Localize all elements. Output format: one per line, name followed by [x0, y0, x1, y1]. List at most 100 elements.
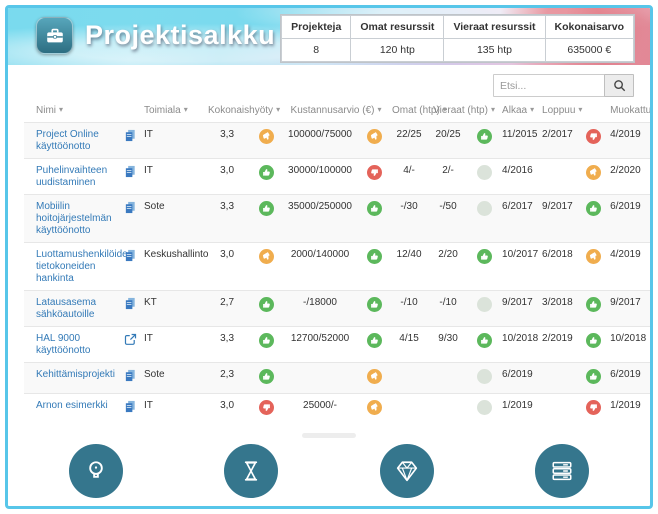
project-name-link[interactable]: Latausasema sähköautoille	[36, 297, 97, 320]
kustannus-status-icon	[366, 297, 382, 312]
hyoty-status-icon	[258, 201, 274, 216]
document-icon[interactable]	[118, 363, 142, 394]
muokattu-value: 10/2018	[610, 333, 647, 344]
alkaa-value: 1/2019	[502, 400, 533, 411]
table-row: Luottamushenkilöiden tietokoneiden hanki…	[24, 242, 650, 291]
aikataulu-status-icon	[585, 129, 601, 144]
action-card-aikanakyma[interactable]: Aikanäkymä Näytä projektit aikajanalla.	[485, 444, 641, 506]
vieraat-value	[428, 394, 468, 425]
toimiala-value: Sote	[144, 369, 165, 380]
stats-header: Omat resurssit	[350, 15, 445, 39]
table-row: Latausasema sähköautoille KT 2,7 -/18000…	[24, 290, 650, 327]
resurssit-status-icon	[476, 165, 492, 180]
omat-value: 4/-	[403, 165, 415, 176]
stats-value-total: 635000 €	[544, 38, 635, 62]
document-icon[interactable]	[118, 394, 142, 425]
stats-header: Kokonaisarvo	[544, 15, 635, 39]
vieraat-value	[428, 363, 468, 394]
lightbulb-icon	[68, 444, 123, 498]
action-card-uusi-projekti[interactable]: Uusi projekti Tee esitys uudesta projekt…	[18, 444, 174, 506]
omat-value: 4/15	[399, 333, 419, 344]
sort-header-muokattu[interactable]: Muokattu	[608, 101, 650, 123]
vieraat-value: 2/-	[442, 165, 454, 176]
toimiala-value: IT	[144, 400, 153, 411]
kustannus-status-icon	[366, 201, 382, 216]
search-input[interactable]	[493, 74, 605, 97]
hyoty-status-icon	[258, 297, 274, 312]
loppuu-value: 3/2018	[542, 297, 573, 308]
sort-header-nimi[interactable]: Nimi	[24, 101, 142, 123]
project-name-link[interactable]: Kehittämisprojekti	[36, 369, 115, 380]
kokonaishyoty-value: 3,3	[220, 129, 235, 140]
hyoty-status-icon	[258, 165, 274, 180]
muokattu-value: 4/2019	[610, 249, 641, 260]
muokattu-value: 2/2020	[610, 165, 641, 176]
kokonaishyoty-value: 3,0	[220, 400, 235, 411]
action-card-esitykset[interactable]: Esitykset (1 kpl) Katso projekteista teh…	[174, 444, 330, 506]
resurssit-status-icon	[476, 369, 492, 384]
sort-header-toimiala[interactable]: Toimiala	[142, 101, 206, 123]
alkaa-value: 10/2018	[502, 333, 539, 344]
diamond-icon	[379, 444, 434, 498]
table-row: Arnon esimerkki IT 3,0 25000/- 1/2019 1/…	[24, 393, 650, 425]
aikataulu-status-icon	[585, 400, 601, 415]
portfolio-stats-table: Projekteja Omat resurssit Vieraat resurs…	[281, 15, 635, 62]
kustannusarvio-value: -/18000	[303, 297, 337, 308]
sort-header-kustannusarvio[interactable]: Kustannusarvio (€)	[282, 101, 390, 123]
stats-value-projects: 8	[281, 38, 352, 62]
muokattu-value: 6/2019	[610, 201, 641, 212]
project-name-link[interactable]: Arnon esimerkki	[36, 400, 108, 411]
search-icon	[613, 80, 625, 92]
sort-header-omat[interactable]: Omat (htp)	[390, 101, 440, 123]
search-button[interactable]	[604, 74, 634, 97]
alkaa-value: 10/2017	[502, 249, 539, 260]
project-name-link[interactable]: Luottamushenkilöiden tietokoneiden hanki…	[36, 249, 134, 284]
omat-value: -/10	[400, 297, 418, 308]
kustannus-status-icon	[366, 129, 382, 144]
muokattu-value: 4/2019	[610, 129, 641, 140]
document-icon[interactable]	[118, 159, 142, 195]
project-name-link[interactable]: Project Online käyttöönotto	[36, 129, 99, 152]
toimiala-value: IT	[144, 129, 153, 140]
server-icon	[535, 444, 590, 498]
kustannusarvio-value: 25000/-	[303, 400, 337, 411]
aikataulu-status-icon	[585, 333, 601, 348]
project-name-link[interactable]: Mobiilin hoitojärjestelmän käyttöönotto	[36, 201, 112, 236]
loppuu-value	[540, 394, 578, 425]
omat-value: 12/40	[396, 249, 422, 260]
briefcase-icon	[36, 17, 73, 54]
resurssit-status-icon	[476, 400, 492, 415]
kustannus-status-icon	[366, 165, 382, 180]
external-link-icon[interactable]	[118, 327, 142, 363]
table-scroll-handle[interactable]	[302, 433, 356, 438]
stats-value-own-resources: 120 htp	[350, 38, 445, 62]
alkaa-value: 9/2017	[502, 297, 533, 308]
document-icon[interactable]	[118, 291, 142, 327]
alkaa-value: 6/2019	[502, 369, 533, 380]
sort-header-kokonaishyoty[interactable]: Kokonaishyöty	[206, 101, 282, 123]
kustannusarvio-value	[282, 363, 358, 394]
kustannus-status-icon	[366, 249, 382, 264]
hyoty-status-icon	[258, 369, 274, 384]
project-name-link[interactable]: HAL 9000 käyttöönotto	[36, 333, 91, 356]
sort-header-alkaa[interactable]: Alkaa	[500, 101, 540, 123]
action-card-valmiit-projektit[interactable]: Valmiit projektit (11 kpl) Katso miten p…	[329, 444, 485, 506]
table-row: Mobiilin hoitojärjestelmän käyttöönotto …	[24, 194, 650, 243]
project-name-link[interactable]: Puhelinvaihteen uudistaminen	[36, 165, 108, 188]
document-icon[interactable]	[118, 123, 142, 159]
aikataulu-status-icon	[585, 369, 601, 384]
kustannus-status-icon	[366, 369, 382, 384]
search-bar	[8, 74, 634, 97]
kustannusarvio-value: 2000/140000	[290, 249, 350, 260]
omat-value	[390, 394, 428, 425]
sort-header-vieraat[interactable]: Vieraat (htp)	[428, 101, 500, 123]
muokattu-value: 9/2017	[610, 297, 641, 308]
sort-header-loppuu[interactable]: Loppuu	[540, 101, 608, 123]
kustannus-status-icon	[366, 333, 382, 348]
document-icon[interactable]	[118, 195, 142, 243]
kokonaishyoty-value: 2,3	[220, 369, 235, 380]
stats-header: Vieraat resurssit	[443, 15, 546, 39]
resurssit-status-icon	[476, 249, 492, 264]
aikataulu-status-icon	[585, 201, 601, 216]
hyoty-status-icon	[258, 400, 274, 415]
